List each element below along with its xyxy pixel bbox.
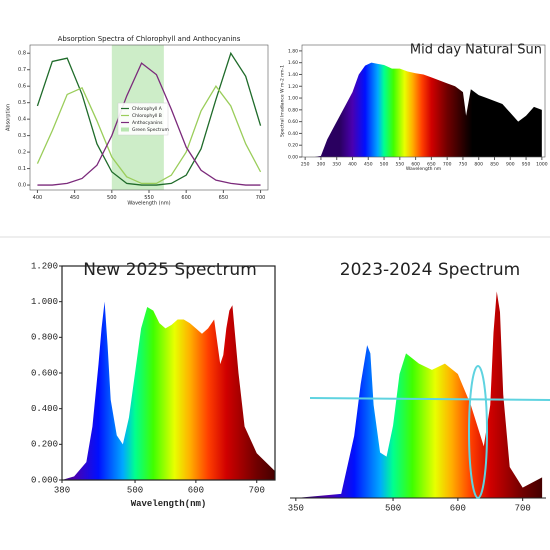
y-tick-label: 0.8 xyxy=(18,51,26,57)
line-series xyxy=(37,62,261,186)
legend-label: Anthocyanins xyxy=(132,120,163,126)
panel: 0.0 0.1 0.2 0.3 0.4 0.5 0.6 0.7 0.8 400 450 500 550 6… xyxy=(6,35,269,207)
y-tick-label: 0.2 xyxy=(18,150,26,156)
y-tick-label: 0.4 xyxy=(18,117,26,123)
x-tick-label: 600 xyxy=(450,504,466,514)
x-tick-label: 650 xyxy=(427,162,436,168)
legend-swatch xyxy=(121,127,129,132)
chart-title: 2023-2024 Spectrum xyxy=(340,260,520,280)
x-tick-label: 950 xyxy=(522,162,531,168)
plot-frame xyxy=(29,44,269,191)
plot-frame xyxy=(61,265,276,481)
y-tick-label: 0.40 xyxy=(288,131,298,137)
legend-label: Green Spectrum xyxy=(132,127,169,133)
y-tick-label: 0.6 xyxy=(18,84,26,90)
y-tick-label: 0.20 xyxy=(288,143,298,149)
chart-title: New 2025 Spectrum xyxy=(83,260,257,280)
y-tick-label: 1.20 xyxy=(288,84,298,90)
x-tick-label: 550 xyxy=(396,162,405,168)
x-tick-label: 350 xyxy=(288,504,304,514)
y-tick-label: 0.0 xyxy=(18,183,26,189)
area-series xyxy=(295,291,543,498)
y-tick-label: 0.200 xyxy=(31,440,58,450)
y-tick-label: 1.40 xyxy=(288,72,298,78)
y-tick-label: 1.60 xyxy=(288,60,298,66)
x-axis-label: Wavelength nm xyxy=(406,166,441,172)
x-tick-label: 250 xyxy=(301,162,310,168)
chart-title: Mid day Natural Sun xyxy=(410,43,542,58)
x-tick-label: 300 xyxy=(317,162,326,168)
x-tick-label: 550 xyxy=(144,195,154,201)
area-series xyxy=(314,62,542,157)
x-tick-label: 500 xyxy=(385,504,401,514)
x-tick-label: 400 xyxy=(33,195,43,201)
line-series xyxy=(36,85,262,185)
legend-label: Chlorophyll A xyxy=(132,106,163,112)
x-tick-label: 450 xyxy=(70,195,80,201)
x-tick-label: 500 xyxy=(380,162,389,168)
x-tick-label: 500 xyxy=(127,486,143,496)
y-tick-label: 1.200 xyxy=(31,261,58,271)
y-tick-label: 0.00 xyxy=(288,155,298,161)
y-axis-label: Absorption xyxy=(6,104,12,131)
y-axis-label: Spectral Irradiance W m-2 nm-1 xyxy=(280,65,286,137)
y-tick-label: 1.80 xyxy=(288,48,298,54)
x-tick-label: 380 xyxy=(54,486,70,496)
x-tick-label: 600 xyxy=(188,486,204,496)
x-axis-label: Wavelength(nm) xyxy=(131,499,207,509)
line-series xyxy=(36,51,262,186)
x-tick-label: 1000 xyxy=(536,162,548,168)
y-tick-label: 0.000 xyxy=(31,475,58,485)
x-tick-label: 700 xyxy=(443,162,452,168)
x-tick-label: 450 xyxy=(364,162,373,168)
plot-frame xyxy=(301,44,546,158)
x-tick-label: 650 xyxy=(219,195,229,201)
annotation-line xyxy=(309,397,550,401)
y-tick-label: 0.400 xyxy=(31,404,58,414)
x-tick-label: 800 xyxy=(474,162,483,168)
panel: 350 500 600 700 2023-2024 Spectrum xyxy=(288,260,546,514)
x-tick-label: 900 xyxy=(506,162,515,168)
annotation-ellipse xyxy=(468,365,488,499)
area-series xyxy=(62,301,275,480)
y-tick-label: 0.60 xyxy=(288,119,298,125)
x-tick-label: 750 xyxy=(459,162,468,168)
x-tick-label: 700 xyxy=(249,486,265,496)
x-tick-label: 400 xyxy=(348,162,357,168)
y-tick-label: 0.5 xyxy=(18,100,26,106)
x-tick-label: 700 xyxy=(515,504,531,514)
y-tick-label: 1.00 xyxy=(288,96,298,102)
y-tick-label: 0.1 xyxy=(18,166,26,172)
x-axis-label: Wavelength (nm) xyxy=(127,201,170,207)
panel: 0.00 0.20 0.40 0.60 0.80 1.00 1.20 1.40 1.60 1.80… xyxy=(280,43,548,173)
chart-title: Absorption Spectra of Chlorophyll and An… xyxy=(58,35,241,43)
panel: 0.000 0.200 0.400 0.600 0.800 1.000 1.200 380 50… xyxy=(31,260,276,509)
y-tick-label: 0.800 xyxy=(31,333,58,343)
x-tick-label: 600 xyxy=(411,162,420,168)
x-tick-label: 850 xyxy=(490,162,499,168)
x-tick-label: 500 xyxy=(107,195,117,201)
y-tick-label: 0.7 xyxy=(18,67,26,73)
x-tick-label: 700 xyxy=(256,195,266,201)
y-tick-label: 0.600 xyxy=(31,368,58,378)
y-tick-label: 0.80 xyxy=(288,107,298,113)
y-tick-label: 1.000 xyxy=(31,297,58,307)
legend-label: Chlorophyll B xyxy=(132,113,162,119)
y-tick-label: 0.3 xyxy=(18,133,26,139)
x-tick-label: 350 xyxy=(332,162,341,168)
x-tick-label: 600 xyxy=(181,195,191,201)
